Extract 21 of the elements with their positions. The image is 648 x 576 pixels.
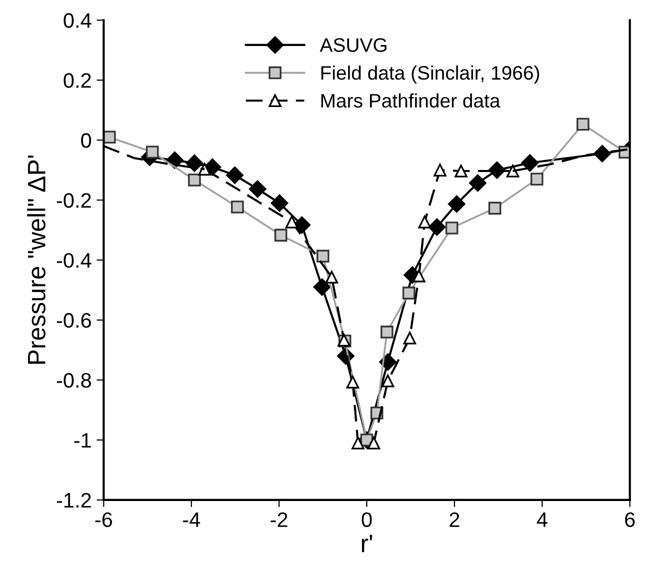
y-tick-label: -0.8 — [56, 373, 91, 388]
legend-label: Field data (Sinclair, 1966) — [321, 66, 540, 84]
x-tick-label: 4 — [536, 512, 548, 527]
y-tick-label: -0.2 — [56, 193, 91, 208]
y-tick-label: -1 — [74, 433, 91, 448]
x-tick-label: -2 — [270, 512, 288, 527]
x-tick-label: 6 — [625, 512, 635, 528]
y-axis-title: Pressure "well" ΔP' — [27, 156, 46, 364]
y-tick-label: 0 — [81, 133, 92, 148]
y-tick-label: -0.6 — [56, 313, 91, 328]
x-tick-label: -4 — [183, 512, 200, 527]
y-tick-label: 0.2 — [64, 73, 91, 88]
x-tick-label: 0 — [362, 512, 372, 528]
x-tick-label: -6 — [95, 512, 112, 528]
y-tick-label: 0.4 — [64, 13, 92, 28]
x-tick-label: 2 — [450, 512, 460, 527]
y-tick-label: -0.4 — [56, 253, 92, 268]
x-axis-title: r' — [362, 534, 372, 552]
y-tick-label: -1.2 — [56, 492, 91, 508]
legend-label: ASUVG — [320, 38, 386, 52]
legend-label: Mars Pathfinder data — [321, 93, 500, 108]
